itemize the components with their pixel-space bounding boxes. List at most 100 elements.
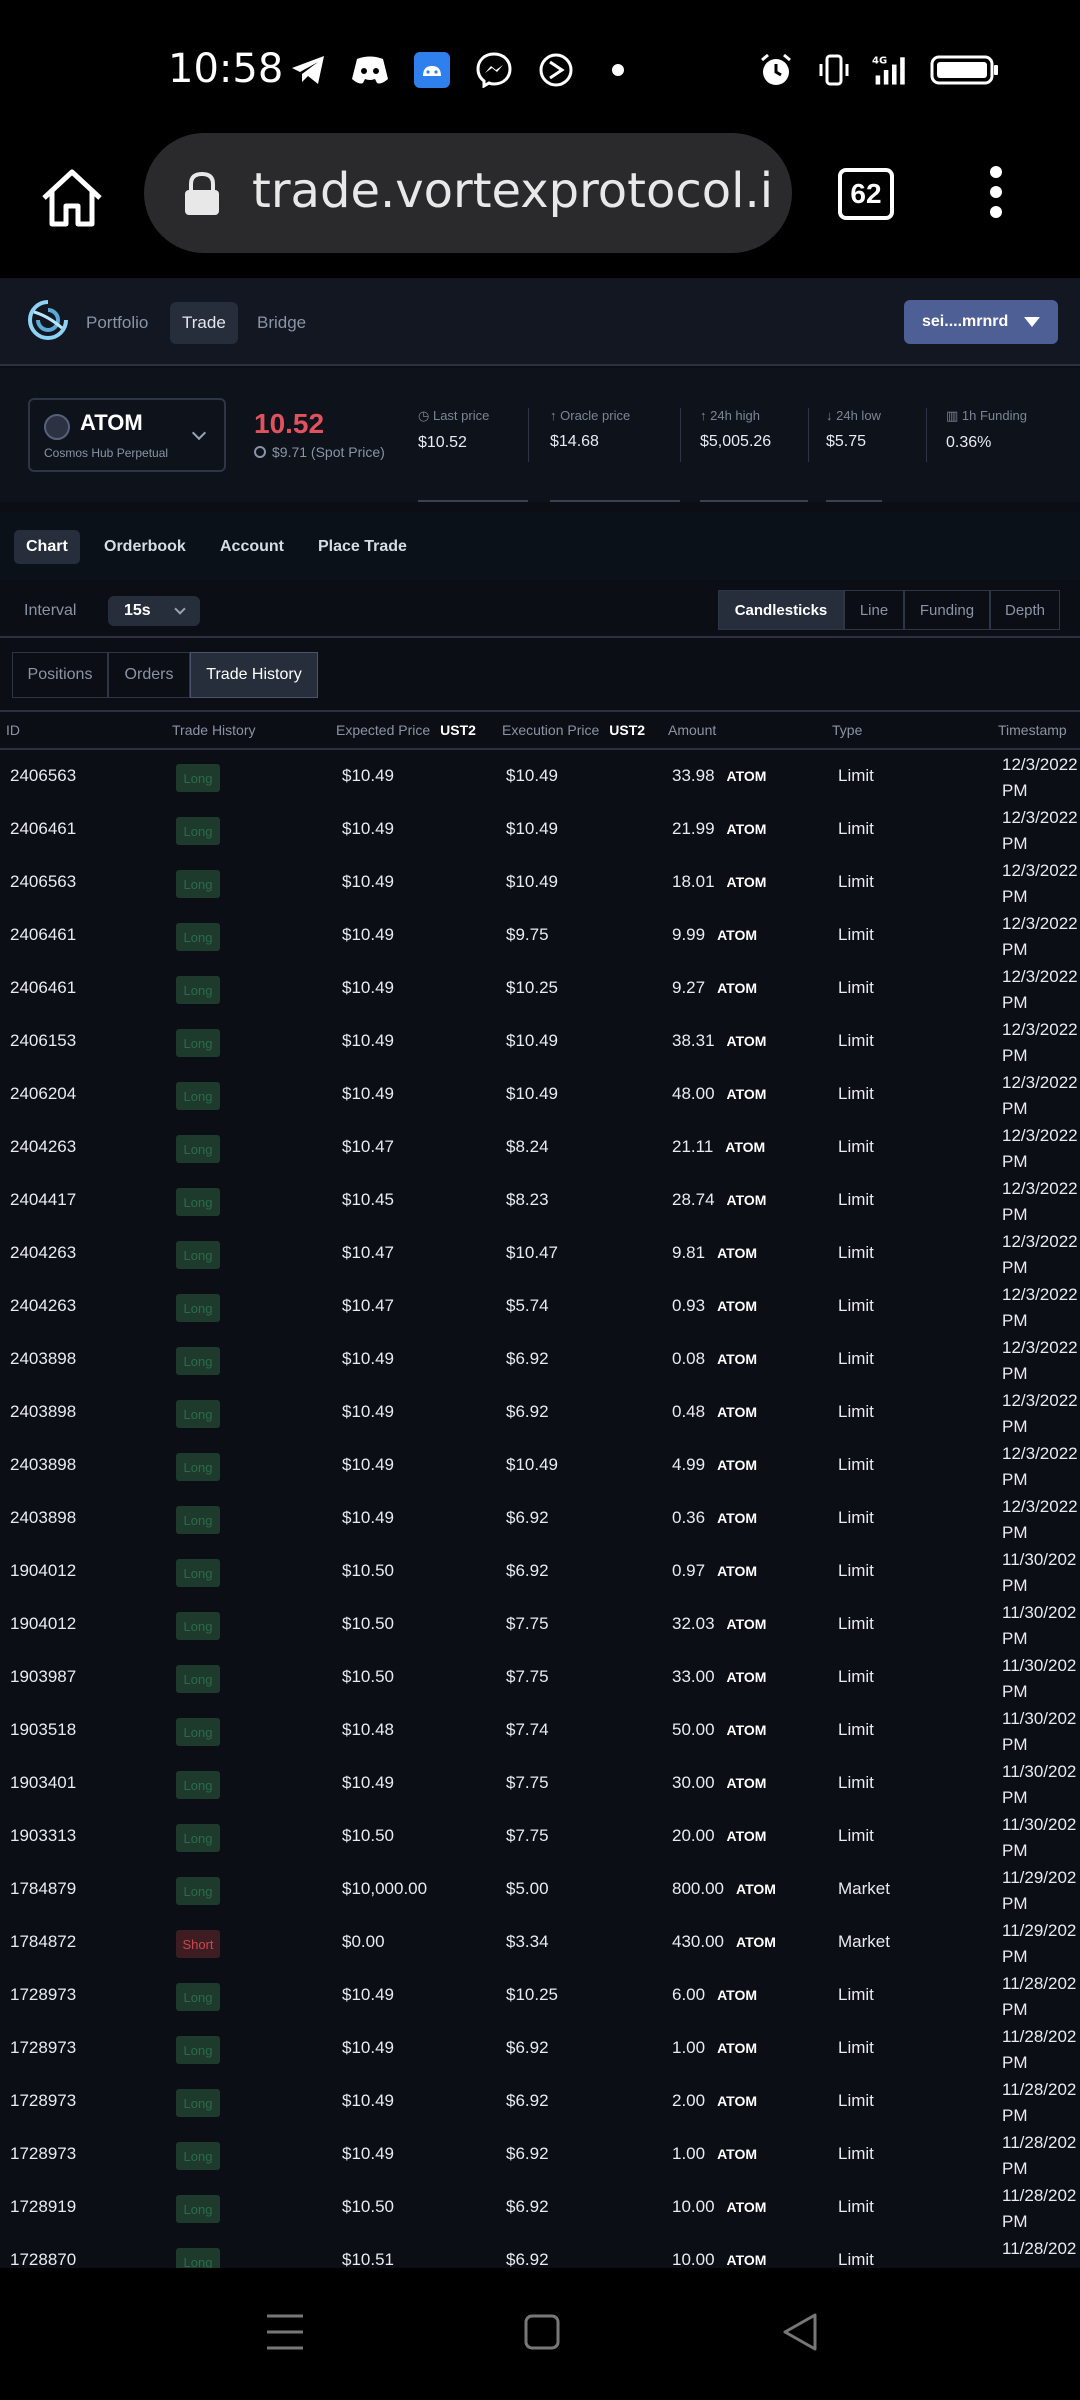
tab-orders[interactable]: Orders <box>108 652 190 698</box>
trade-id: 1728973 <box>10 2038 77 2057</box>
col-id: ID <box>6 722 20 738</box>
app-navbar: Portfolio Trade Bridge sei....mrnrd <box>0 278 1080 366</box>
timestamp: 11/28/202 PM <box>1002 1974 1077 2019</box>
trade-id: 1903518 <box>10 1720 77 1739</box>
home-button[interactable] <box>524 2312 560 2352</box>
chart-type-funding[interactable]: Funding <box>904 590 990 630</box>
system-navigation-bar <box>0 2268 1080 2400</box>
amount: 21.11 ATOM <box>672 1137 766 1156</box>
order-type: Limit <box>838 1667 874 1686</box>
tab-place-trade[interactable]: Place Trade <box>318 538 407 555</box>
trade-id: 1904012 <box>10 1561 77 1580</box>
messenger-icon <box>474 50 514 90</box>
trade-id: 1784879 <box>10 1879 77 1898</box>
timestamp: 12/3/2022 PM <box>1002 1285 1078 1330</box>
table-row: 1904012 Long $10.50 $7.75 32.03 ATOM Limit 11/3… <box>0 1600 1080 1653</box>
system-icons: 4G <box>756 50 1000 90</box>
stat-value: 0.36% <box>946 434 992 451</box>
side-badge: Long <box>176 1029 220 1057</box>
trade-id: 2406461 <box>10 978 77 997</box>
side-badge: Long <box>176 2089 220 2117</box>
side-badge: Long <box>176 1612 220 1640</box>
side-badge: Long <box>176 1241 220 1269</box>
amount: 28.74 ATOM <box>672 1190 767 1209</box>
interval-select[interactable]: 15s <box>108 596 200 626</box>
browser-home-button[interactable] <box>38 164 106 232</box>
order-type: Limit <box>838 1455 874 1474</box>
spot-price: $9.71 (Spot Price) <box>254 444 385 460</box>
dot-icon <box>598 50 638 90</box>
interval-label: Interval <box>24 602 77 619</box>
execution-price: $8.24 <box>506 1137 549 1156</box>
side-badge: Long <box>176 1082 220 1110</box>
side-badge: Long <box>176 1983 220 2011</box>
timestamp: 11/30/202 PM <box>1002 1815 1077 1860</box>
col-execution-price: Execution Price UST2 <box>502 722 646 738</box>
trade-id: 2404417 <box>10 1190 77 1209</box>
amount: 800.00 ATOM <box>672 1879 776 1898</box>
back-button[interactable] <box>782 2312 818 2352</box>
stat-value: $10.52 <box>418 434 467 451</box>
amount: 10.00 ATOM <box>672 2250 767 2268</box>
browser-menu-icon[interactable] <box>986 166 1006 224</box>
chart-type-depth[interactable]: Depth <box>990 590 1060 630</box>
timestamp: 11/28/202 PM <box>1002 2080 1077 2125</box>
recent-apps-button[interactable] <box>264 2312 306 2352</box>
chart-type-candlesticks[interactable]: Candlesticks <box>718 590 844 630</box>
expected-price: $10,000.00 <box>342 1879 428 1898</box>
side-badge: Long <box>176 1135 220 1163</box>
wallet-button[interactable]: sei....mrnrd <box>904 300 1058 344</box>
tab-chart[interactable]: Chart <box>14 530 80 564</box>
nav-bridge[interactable]: Bridge <box>257 313 307 332</box>
execution-price: $6.92 <box>506 1508 549 1527</box>
vortex-logo[interactable] <box>26 298 70 342</box>
tab-account[interactable]: Account <box>220 538 284 555</box>
expected-price: $10.49 <box>342 2038 394 2057</box>
col-expected-price: Expected Price UST2 <box>336 722 476 738</box>
expected-price: $10.50 <box>342 1614 394 1633</box>
order-type: Market <box>838 1879 890 1898</box>
address-bar[interactable]: trade.vortexprotocol.io/t <box>144 133 792 253</box>
order-type: Limit <box>838 1084 874 1103</box>
market-symbol: ATOM <box>80 410 143 435</box>
tab-positions[interactable]: Positions <box>12 652 108 698</box>
order-type: Limit <box>838 819 874 838</box>
trade-id: 2406153 <box>10 1031 77 1050</box>
amount: 0.08 ATOM <box>672 1349 758 1368</box>
execution-price: $6.92 <box>506 2197 549 2216</box>
amount: 32.03 ATOM <box>672 1614 767 1633</box>
timestamp: 12/3/2022 PM <box>1002 1391 1078 1436</box>
timestamp: 11/30/202 PM <box>1002 1709 1077 1754</box>
timestamp: 11/30/202 PM <box>1002 1762 1077 1807</box>
table-header: ID Trade History Expected Price UST2 Exec… <box>0 710 1080 750</box>
table-row: 2406461 Long $10.49 $9.75 9.99 ATOM Limit 12/3/… <box>0 911 1080 964</box>
trade-id: 2406461 <box>10 925 77 944</box>
expected-price: $0.00 <box>342 1932 385 1951</box>
side-badge: Long <box>176 923 220 951</box>
chart-type-line[interactable]: Line <box>844 590 904 630</box>
nav-portfolio[interactable]: Portfolio <box>86 313 149 332</box>
table-row: 2403898 Long $10.49 $6.92 0.48 ATOM Limit 12/3/… <box>0 1388 1080 1441</box>
timestamp: 11/30/202 PM <box>1002 1550 1077 1595</box>
execution-price: $10.49 <box>506 819 558 838</box>
nav-trade[interactable]: Trade <box>170 302 238 344</box>
order-type: Limit <box>838 1296 874 1315</box>
caret-down-icon <box>1024 317 1040 327</box>
execution-price: $6.92 <box>506 2091 549 2110</box>
svg-text:4G: 4G <box>872 56 887 67</box>
stat-last-price: ◷ Last price $10.52 <box>418 408 528 502</box>
arrow-down-icon: ↓ <box>826 408 837 423</box>
side-badge: Long <box>176 1400 220 1428</box>
tab-trade-history[interactable]: Trade History <box>190 652 318 698</box>
timestamp: 12/3/2022 PM <box>1002 755 1078 800</box>
tab-orderbook[interactable]: Orderbook <box>104 538 186 555</box>
expected-price: $10.48 <box>342 1720 394 1739</box>
tab-switcher-button[interactable]: 62 <box>838 168 894 220</box>
order-type: Limit <box>838 2038 874 2057</box>
stat-label: ▥ 1h Funding <box>946 408 1027 423</box>
arrow-up-icon: ↑ <box>550 408 561 423</box>
market-selector[interactable]: ATOM Cosmos Hub Perpetual <box>28 398 226 472</box>
execution-price: $7.75 <box>506 1773 549 1792</box>
clock-icon: ◷ <box>418 408 433 423</box>
timestamp: 12/3/2022 PM <box>1002 1338 1078 1383</box>
